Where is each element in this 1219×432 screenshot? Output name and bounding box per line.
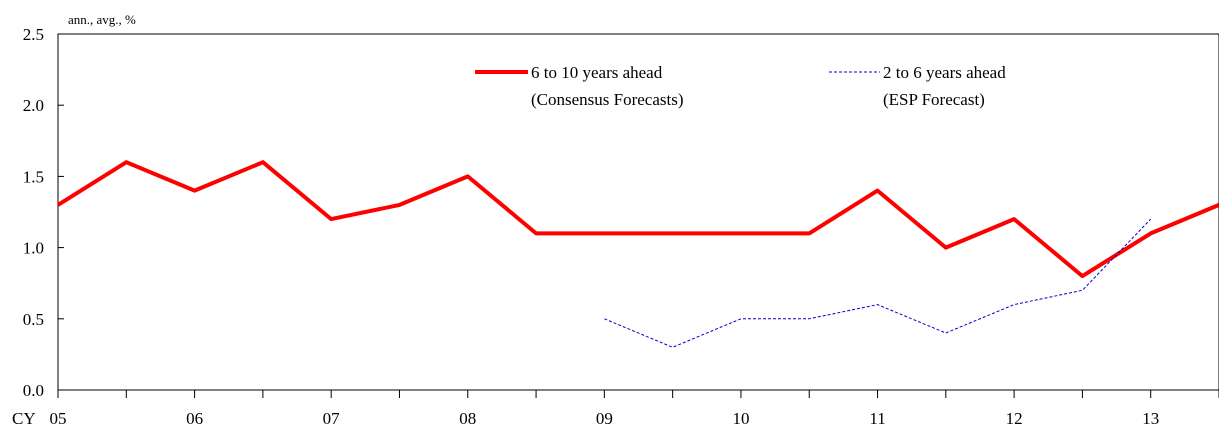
legend-label-consensus: 6 to 10 years ahead — [531, 63, 663, 82]
series-line-esp — [604, 218, 1152, 348]
x-tick-label: 07 — [323, 409, 341, 428]
x-tick-label: 10 — [732, 409, 749, 428]
series-line-consensus — [56, 160, 1219, 279]
x-tick-label: 12 — [1006, 409, 1023, 428]
x-tick-label: 11 — [869, 409, 885, 428]
x-tick-label: 13 — [1142, 409, 1159, 428]
series-group — [56, 160, 1219, 348]
legend: 6 to 10 years ahead (Consensus Forecasts… — [475, 63, 1006, 109]
y-unit-label: ann., avg., % — [68, 12, 136, 27]
x-axis: 05 06 07 08 09 10 11 12 13 CY — [12, 390, 1219, 428]
y-tick-label: 2.5 — [23, 25, 44, 44]
legend-label-consensus-source: (Consensus Forecasts) — [531, 90, 684, 109]
legend-label-esp: 2 to 6 years ahead — [883, 63, 1006, 82]
y-tick-label: 1.5 — [23, 167, 44, 186]
plot-frame — [57, 33, 1219, 391]
y-axis: 0.0 0.5 1.0 1.5 2.0 2.5 — [23, 25, 64, 400]
x-tick-label: 06 — [186, 409, 203, 428]
x-tick-label: 05 — [50, 409, 67, 428]
y-tick-label: 0.5 — [23, 310, 44, 329]
y-tick-label: 2.0 — [23, 96, 44, 115]
y-tick-label: 0.0 — [23, 381, 44, 400]
legend-label-esp-source: (ESP Forecast) — [883, 90, 985, 109]
y-tick-label: 1.0 — [23, 239, 44, 258]
x-tick-label: 08 — [459, 409, 476, 428]
x-axis-prefix: CY — [12, 409, 36, 428]
x-tick-label: 09 — [596, 409, 613, 428]
